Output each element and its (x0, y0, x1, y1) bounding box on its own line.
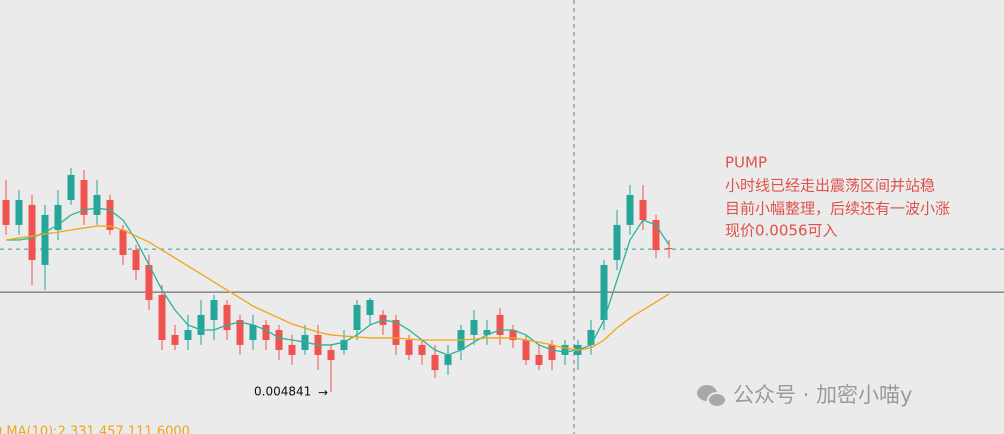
moving-average (6, 207, 670, 356)
candle-body (366, 300, 374, 315)
candle-body (28, 204, 36, 261)
candle-body (587, 330, 595, 345)
candle-body (522, 340, 530, 361)
candle-body (67, 174, 75, 201)
candle-body (496, 314, 504, 335)
candle-body (158, 294, 166, 341)
candle-body (171, 334, 179, 345)
candle-body (80, 180, 88, 215)
wechat-icon (697, 385, 727, 408)
candle-body (236, 320, 244, 345)
candle-body (275, 330, 283, 351)
annotation: 现价0.0056可入 (725, 222, 838, 240)
candle-body (93, 194, 101, 215)
candle-body (249, 324, 257, 341)
candle-body (600, 264, 608, 321)
arrow: → (318, 386, 328, 400)
candle-body (431, 354, 439, 371)
candle-body (392, 320, 400, 345)
candle-body (106, 200, 114, 231)
candle-body (262, 324, 270, 341)
candle-body (41, 214, 49, 265)
candle-body (145, 264, 153, 301)
annotation: 目前小幅整理，后续还有一波小涨 (725, 200, 950, 218)
candle-body (405, 340, 413, 355)
candle-body (509, 330, 517, 341)
candle-body (223, 304, 231, 331)
candle-body (548, 344, 556, 361)
candle-body (327, 350, 335, 361)
annotation: 小时线已经走出震荡区间并站稳 (725, 177, 935, 195)
candle-body (54, 204, 62, 231)
candle-body (561, 344, 569, 355)
candle-body (418, 344, 426, 355)
candle-body (210, 300, 218, 321)
watermark: 公众号 · 加密小喵y (733, 383, 912, 407)
candle-body (626, 194, 634, 225)
marks (0, 167, 1004, 393)
candle-body (353, 304, 361, 331)
low-label: 0.004841 (254, 385, 311, 399)
candle-body (132, 250, 140, 271)
candle-body (119, 230, 127, 255)
candle-body (665, 247, 673, 250)
candle-body (613, 224, 621, 261)
candle-body (197, 314, 205, 335)
candle-body (483, 330, 491, 335)
candle-body (470, 320, 478, 335)
candle-body (288, 344, 296, 355)
candle-body (184, 330, 192, 341)
candle-body (639, 200, 647, 221)
candle-body (340, 340, 348, 351)
candle-body (444, 354, 452, 365)
candle-body (652, 220, 660, 251)
candle-body (15, 200, 23, 225)
candle-body (2, 200, 10, 225)
candle-body (535, 354, 543, 365)
volume-ma-label: 0 MA(10):2,331,457,111.6000 (0, 425, 190, 434)
annotation: PUMP (725, 154, 767, 172)
moving-average (5, 225, 670, 351)
